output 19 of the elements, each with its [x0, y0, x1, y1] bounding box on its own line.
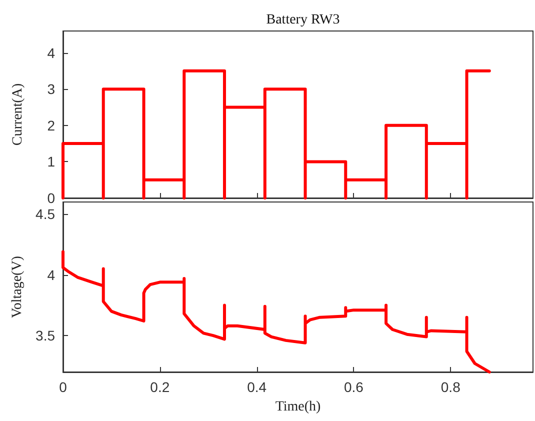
line-series	[62, 69, 491, 200]
y-tick-label: 0	[47, 190, 56, 206]
x-tick-label: 0.2	[150, 379, 170, 395]
chart-title: Battery RW3	[266, 12, 340, 28]
x-tick-label: 0	[59, 379, 68, 395]
line-series	[62, 250, 491, 374]
y-axis-title: Current(A)	[10, 83, 26, 146]
y-tick-label: 4	[47, 266, 56, 283]
y-tick-label: 4.5	[36, 206, 56, 222]
y-tick-label: 2	[47, 117, 56, 134]
x-axis-title: Time(h)	[275, 400, 322, 414]
y-tick-label: 3.5	[36, 328, 56, 344]
y-tick-label: 1	[47, 154, 56, 170]
y-axis-title: Voltage(V)	[10, 256, 26, 318]
y-tick-label: 3	[47, 81, 56, 98]
x-tick-label: 0.8	[440, 379, 461, 395]
x-tick-label: 0.6	[344, 379, 364, 395]
y-tick-label: 4	[47, 44, 56, 61]
x-tick-label: 0.4	[247, 379, 267, 395]
